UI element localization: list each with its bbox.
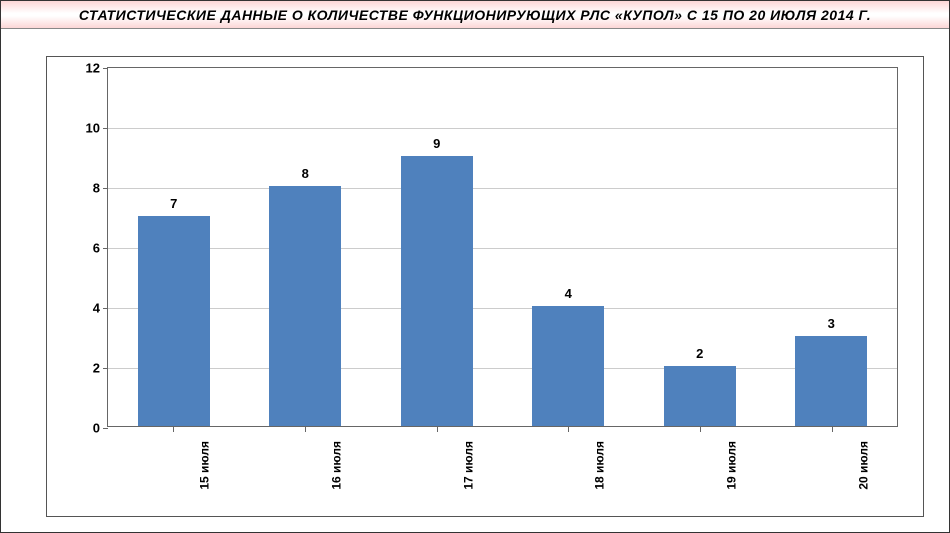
bar-value-label: 7 — [138, 196, 210, 211]
x-tick-mark — [437, 427, 438, 432]
y-tick-mark — [103, 248, 108, 249]
bar: 7 — [138, 216, 210, 426]
bar: 4 — [532, 306, 604, 426]
bar: 3 — [795, 336, 867, 426]
y-tick-label: 0 — [68, 421, 100, 436]
chart-title: СТАТИСТИЧЕСКИЕ ДАННЫЕ О КОЛИЧЕСТВЕ ФУНКЦ… — [79, 7, 871, 23]
y-tick-label: 2 — [68, 361, 100, 376]
x-axis-labels: 15 июля 16 июля 17 июля 18 июля 19 июля 20 ию… — [107, 435, 898, 515]
y-tick-mark — [103, 428, 108, 429]
y-tick-mark — [103, 68, 108, 69]
bar-value-label: 9 — [401, 136, 473, 151]
x-axis-label: 19 июля — [725, 441, 739, 490]
y-tick-mark — [103, 128, 108, 129]
bar: 8 — [269, 186, 341, 426]
x-axis-label: 15 июля — [197, 441, 211, 490]
chart-container: СТАТИСТИЧЕСКИЕ ДАННЫЕ О КОЛИЧЕСТВЕ ФУНКЦ… — [0, 0, 950, 533]
x-axis-label: 20 июля — [856, 441, 870, 490]
y-tick-label: 4 — [68, 301, 100, 316]
x-tick-mark — [568, 427, 569, 432]
plot: 789423 024681012 — [107, 67, 898, 427]
y-tick-mark — [103, 368, 108, 369]
y-tick-label: 12 — [68, 61, 100, 76]
y-tick-mark — [103, 308, 108, 309]
bar-value-label: 3 — [795, 316, 867, 331]
x-tick-mark — [173, 427, 174, 432]
bars-group: 789423 — [108, 68, 897, 426]
x-axis-label: 18 июля — [593, 441, 607, 490]
bar-value-label: 4 — [532, 286, 604, 301]
x-axis-label: 16 июля — [329, 441, 343, 490]
x-axis-label: 17 июля — [461, 441, 475, 490]
bar: 9 — [401, 156, 473, 426]
bar-value-label: 2 — [664, 346, 736, 361]
title-bar: СТАТИСТИЧЕСКИЕ ДАННЫЕ О КОЛИЧЕСТВЕ ФУНКЦ… — [1, 1, 949, 29]
x-tick-mark — [700, 427, 701, 432]
x-tick-mark — [305, 427, 306, 432]
plot-area: 789423 024681012 — [107, 67, 898, 427]
chart-frame: 789423 024681012 15 июля16 июля17 июля18… — [46, 56, 924, 517]
y-tick-label: 6 — [68, 241, 100, 256]
y-tick-mark — [103, 188, 108, 189]
bar: 2 — [664, 366, 736, 426]
bar-value-label: 8 — [269, 166, 341, 181]
x-tick-mark — [832, 427, 833, 432]
y-tick-label: 8 — [68, 181, 100, 196]
y-tick-label: 10 — [68, 121, 100, 136]
